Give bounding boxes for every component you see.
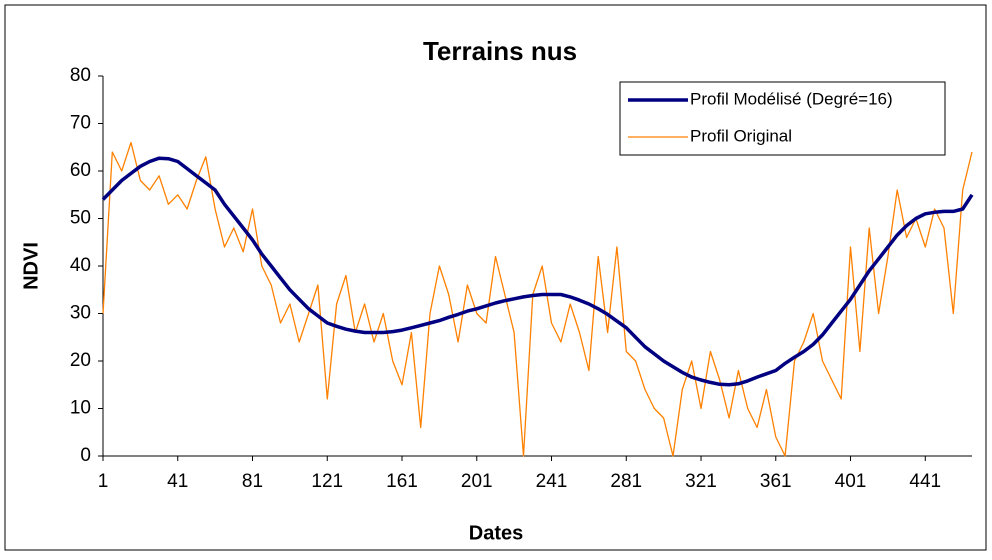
y-tick-label: 70 <box>70 113 91 134</box>
y-tick-label: 20 <box>70 350 91 371</box>
legend-box <box>619 81 946 156</box>
y-tick-label: 60 <box>70 160 91 181</box>
x-tick-label: 81 <box>242 471 263 492</box>
x-tick-label: 441 <box>909 471 941 492</box>
x-axis-label: Dates <box>469 522 523 544</box>
data-line <box>101 156 974 387</box>
x-tick-label: 1 <box>98 471 109 492</box>
data-line <box>102 141 973 457</box>
x-tick-label: 121 <box>311 471 343 492</box>
y-tick-label: 50 <box>70 208 91 229</box>
legend-label: Profil Original <box>690 126 792 145</box>
chart-title: Terrains nus <box>423 36 577 66</box>
y-tick-label: 30 <box>70 303 91 324</box>
y-tick-label: 80 <box>70 65 91 86</box>
x-tick-label: 281 <box>610 471 642 492</box>
legend-label: Profil Modélisé (Degré=16) <box>690 89 893 108</box>
y-tick-label: 10 <box>70 398 91 419</box>
y-tick-label: 40 <box>70 255 91 276</box>
x-tick-label: 41 <box>167 471 188 492</box>
x-tick-label: 401 <box>835 471 867 492</box>
y-axis-label: NDVI <box>20 242 42 290</box>
x-tick-label: 161 <box>386 471 418 492</box>
x-tick-label: 201 <box>461 471 493 492</box>
y-tick-label: 0 <box>80 445 91 466</box>
x-tick-label: 361 <box>760 471 792 492</box>
x-tick-label: 241 <box>536 471 568 492</box>
x-tick-label: 321 <box>685 471 717 492</box>
